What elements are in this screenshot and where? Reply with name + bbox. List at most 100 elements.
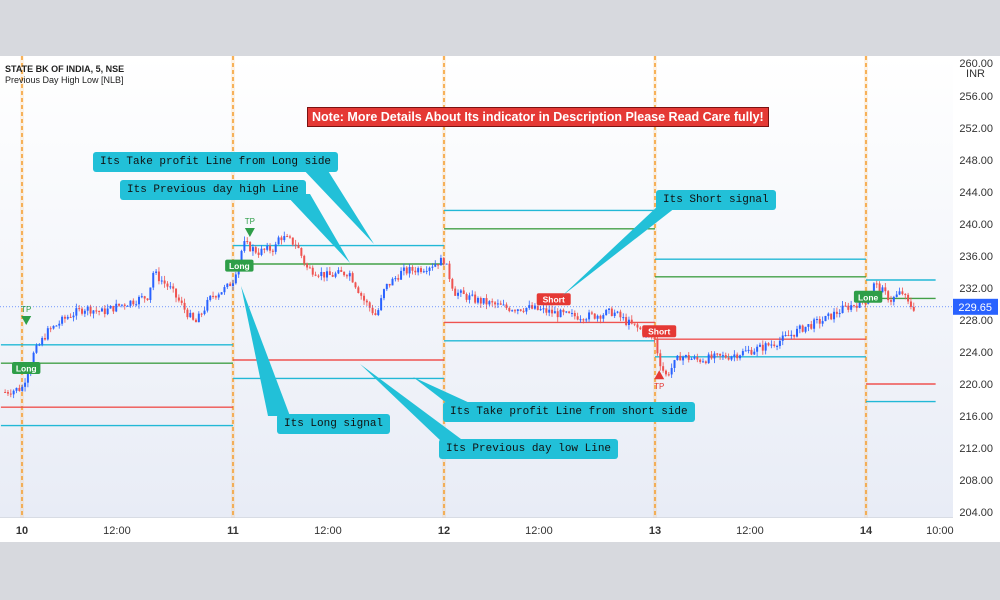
tp-marker: TP [245, 217, 255, 237]
candle-body [684, 355, 687, 357]
candle-body [528, 305, 531, 308]
candle-body [756, 346, 759, 352]
candle-body [371, 307, 374, 314]
candle-body [257, 252, 260, 255]
candle-body [294, 244, 297, 246]
candle-body [610, 308, 613, 316]
candle-body [582, 319, 585, 321]
time-tick-label: 12:00 [525, 525, 553, 537]
candle-body [140, 296, 143, 298]
indicator-name: Previous Day High Low [NLB] [5, 75, 124, 85]
candle-body [602, 315, 605, 319]
candle-body [297, 245, 300, 249]
callout-pointer-tp-short [413, 377, 472, 404]
candle-body [274, 244, 277, 252]
candle-body [710, 354, 713, 359]
candle-body [719, 353, 722, 356]
candle-body [109, 305, 112, 309]
candle-body [841, 305, 844, 314]
candle-body [172, 286, 175, 289]
signal-label-box [853, 290, 883, 303]
candle-body [531, 305, 534, 309]
candle-body [380, 298, 383, 311]
candle-body [907, 294, 910, 302]
candle-body [588, 312, 591, 320]
candle-body [411, 266, 414, 271]
candle-body [824, 315, 827, 322]
tp-text: TP [654, 382, 664, 391]
tp-text: TP [245, 217, 255, 226]
candle-body [160, 280, 163, 282]
candle-body [707, 354, 710, 364]
candle-body [727, 357, 730, 360]
price-tick-label: 212.00 [959, 443, 993, 455]
candle-body [679, 355, 682, 361]
callout-long-signal: Its Long signal [277, 414, 391, 434]
price-tick-label: 224.00 [959, 347, 993, 359]
candle-body [667, 374, 670, 376]
candle-body [320, 271, 323, 277]
candle-body [180, 300, 183, 303]
candle-body [55, 325, 58, 327]
candle-body [4, 392, 7, 393]
candle-body [736, 354, 739, 359]
candle-body [739, 355, 742, 359]
candle-body [573, 312, 576, 317]
candle-body [699, 359, 702, 362]
candle-body [120, 304, 123, 306]
candle-body [818, 319, 821, 324]
candle-body [519, 309, 522, 311]
candle-body [758, 344, 761, 347]
candle-body [622, 317, 625, 319]
candle-body [192, 312, 195, 320]
candle-body [451, 279, 454, 289]
time-tick-label: 12:00 [314, 525, 342, 537]
signal-label-short: Short [536, 293, 571, 306]
candle-body [217, 294, 220, 298]
candle-body [129, 300, 132, 306]
candle-body [884, 287, 887, 292]
candle-body [904, 294, 907, 296]
candle-body [522, 310, 525, 312]
candle-body [126, 305, 129, 307]
candle-body [41, 337, 44, 345]
candle-body [639, 327, 642, 330]
candle-body [135, 304, 138, 306]
callout-tp-long: Its Take profit Line from Long side [93, 152, 339, 172]
price-tick-label: 204.00 [959, 507, 993, 519]
candle-body [197, 313, 200, 323]
candle-body [872, 283, 875, 293]
candle-body [425, 270, 428, 272]
signal-label-text: Long [16, 364, 37, 374]
candle-body [63, 316, 66, 319]
candle-body [402, 267, 405, 271]
candle-body [417, 268, 420, 273]
candle-body [476, 297, 479, 303]
candle-body [326, 271, 329, 278]
currency-label: INR [966, 68, 985, 80]
candle-body [730, 356, 733, 360]
candle-body [793, 334, 796, 337]
candle-body [505, 304, 508, 309]
candle-body [579, 319, 582, 321]
time-tick-label: 12:00 [736, 525, 764, 537]
candle-body [542, 308, 545, 310]
candle-body [12, 390, 15, 395]
candle-body [15, 387, 18, 391]
candle-body [471, 294, 474, 296]
candle-body [496, 303, 499, 305]
candle-body [636, 324, 639, 328]
candle-body [761, 344, 764, 351]
candle-body [801, 325, 804, 332]
candle-body [776, 345, 779, 347]
candle-body [89, 306, 92, 314]
candle-body [852, 305, 855, 307]
callout-short-signal: Its Short signal [656, 190, 776, 210]
candle-body [437, 264, 440, 266]
candle-body [220, 292, 223, 295]
candle-body [664, 370, 667, 375]
candle-body [790, 334, 793, 337]
candle-body [434, 264, 437, 267]
candle-body [813, 319, 816, 329]
